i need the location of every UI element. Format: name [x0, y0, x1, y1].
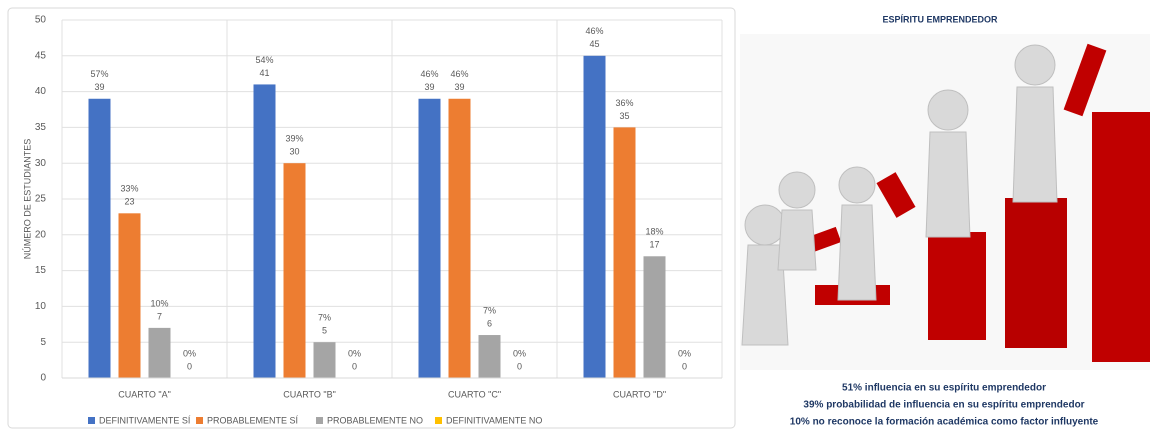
y-tick-label: 15	[35, 265, 47, 276]
legend-swatch	[316, 417, 323, 424]
data-label: 0	[682, 361, 687, 371]
percent-label: 10%	[150, 298, 168, 308]
bar	[148, 327, 171, 378]
y-tick-label: 20	[35, 229, 47, 240]
bar	[448, 98, 471, 378]
data-label: 0	[517, 361, 522, 371]
y-tick-label: 5	[40, 337, 46, 348]
x-tick-label: CUARTO "C"	[448, 389, 501, 399]
legend-swatch	[196, 417, 203, 424]
data-label: 0	[187, 361, 192, 371]
y-axis-label: NÚMERO DE ESTUDIANTES	[22, 139, 32, 260]
chart-frame	[7, 7, 736, 429]
legend-label: PROBABLEMENTE SÍ	[207, 415, 299, 425]
percent-label: 46%	[450, 69, 468, 79]
percent-label: 39%	[285, 134, 303, 144]
data-label: 23	[124, 197, 134, 207]
data-label: 39	[94, 82, 104, 92]
bar	[613, 127, 636, 379]
legend-swatch	[435, 417, 442, 424]
bar	[88, 98, 111, 378]
x-tick-label: CUARTO "B"	[283, 389, 336, 399]
y-tick-label: 25	[35, 194, 47, 205]
data-label: 6	[487, 318, 492, 328]
y-tick-label: 45	[35, 50, 47, 61]
percent-label: 33%	[120, 184, 138, 194]
bar	[118, 213, 141, 378]
data-label: 30	[289, 147, 299, 157]
caption: 39% probabilidad de influencia en su esp…	[803, 400, 1084, 411]
bar	[418, 98, 441, 378]
percent-label: 46%	[420, 69, 438, 79]
illustration	[740, 34, 1150, 370]
bar	[643, 256, 666, 378]
data-label: 5	[322, 326, 327, 336]
y-tick-label: 35	[35, 122, 47, 133]
x-tick-label: CUARTO "D"	[613, 389, 666, 399]
legend-label: PROBABLEMENTE NO	[327, 415, 423, 425]
data-label: 39	[454, 82, 464, 92]
data-label: 35	[619, 111, 629, 121]
percent-label: 36%	[615, 98, 633, 108]
data-label: 39	[424, 82, 434, 92]
y-tick-label: 30	[35, 158, 47, 169]
y-tick-label: 0	[40, 373, 46, 384]
y-tick-label: 40	[35, 86, 47, 97]
bar	[253, 84, 276, 378]
percent-label: 57%	[90, 69, 108, 79]
data-label: 45	[589, 39, 599, 49]
bar	[313, 342, 336, 378]
percent-label: 0%	[513, 348, 526, 358]
bar	[478, 335, 501, 378]
percent-label: 54%	[255, 55, 273, 65]
y-tick-label: 10	[35, 301, 47, 312]
data-label: 0	[352, 361, 357, 371]
data-label: 41	[259, 68, 269, 78]
legend-swatch	[88, 417, 95, 424]
percent-label: 7%	[318, 313, 331, 323]
caption: 51% influencia en su espíritu emprendedo…	[842, 383, 1046, 394]
percent-label: 7%	[483, 305, 496, 315]
percent-label: 0%	[678, 348, 691, 358]
percent-label: 0%	[348, 348, 361, 358]
bar	[283, 163, 306, 378]
percent-label: 46%	[585, 26, 603, 36]
y-tick-label: 50	[35, 15, 47, 26]
legend-label: DEFINITIVAMENTE NO	[446, 415, 542, 425]
x-tick-label: CUARTO "A"	[118, 389, 171, 399]
percent-label: 18%	[645, 227, 663, 237]
infographic-title: ESPÍRITU EMPRENDEDOR	[882, 14, 998, 24]
bar	[583, 55, 606, 379]
caption: 10% no reconoce la formación académica c…	[790, 417, 1099, 428]
legend-label: DEFINITIVAMENTE SÍ	[99, 415, 191, 425]
data-label: 17	[649, 240, 659, 250]
percent-label: 0%	[183, 348, 196, 358]
data-label: 7	[157, 311, 162, 321]
